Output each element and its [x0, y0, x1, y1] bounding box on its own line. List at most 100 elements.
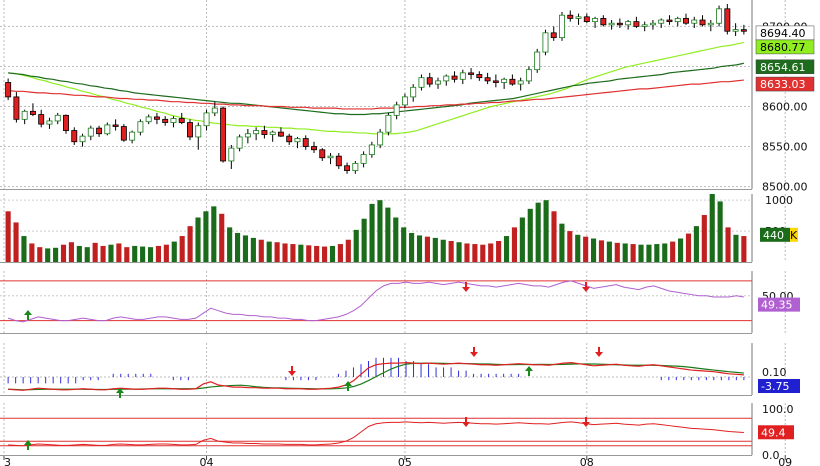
- candle-body: [625, 21, 632, 26]
- oscillator-2-last-value: 49.4: [761, 426, 786, 439]
- ma-mid-badge-box: [755, 59, 815, 75]
- ma-mid-badge: 8654.61: [760, 61, 806, 74]
- volume-bar: [5, 211, 11, 262]
- oscillator-2-panel: 100.0 0.0 49.4: [0, 403, 794, 462]
- volume-bar: [519, 217, 525, 262]
- macd-value-badge: -3.75: [758, 379, 800, 393]
- volume-bar: [424, 236, 430, 262]
- volume-bar: [211, 206, 217, 262]
- macd-axis-ticks: 0.10: [762, 366, 787, 379]
- candle-body: [344, 165, 351, 171]
- price-grid: [0, 0, 786, 189]
- volume-bar: [76, 245, 82, 262]
- sell-signal-arrow: [288, 366, 296, 376]
- candle-body: [302, 138, 309, 147]
- volume-bar: [171, 241, 177, 262]
- oscillator-2-lines: [8, 421, 744, 447]
- ma-fast-badge: 8680.77: [760, 41, 806, 54]
- buy-signal-arrow: [24, 310, 32, 320]
- candle-body: [426, 77, 433, 85]
- volume-bar: [227, 227, 233, 262]
- candle-body: [319, 149, 326, 159]
- volume-bar: [385, 207, 391, 262]
- volume-bar: [606, 241, 612, 262]
- volume-bar: [551, 211, 557, 262]
- candle-body: [575, 16, 582, 19]
- volume-tick-label: 1000: [765, 194, 793, 207]
- volume-bar: [543, 200, 549, 262]
- volume-bar: [496, 240, 502, 262]
- oscillator-2-tick-label: 0.0: [762, 449, 780, 462]
- macd-lines: [7, 357, 745, 391]
- volume-bar: [393, 217, 399, 262]
- volume-bar: [353, 229, 359, 262]
- arrow-head: [344, 381, 352, 386]
- candle-body: [468, 72, 475, 75]
- volume-bar: [598, 240, 605, 262]
- volume-bar: [290, 244, 296, 262]
- candle-body: [46, 120, 53, 125]
- candle-body: [294, 138, 301, 143]
- volume-bar: [124, 247, 130, 262]
- candle-body: [649, 22, 656, 26]
- x-tick-label: 3: [4, 456, 11, 466]
- candle-body: [112, 124, 119, 127]
- volume-last-value-suffix: K: [790, 229, 798, 242]
- volume-bar: [108, 244, 114, 262]
- candle-body: [641, 24, 648, 27]
- candle-body: [418, 77, 425, 88]
- candle-body: [377, 131, 384, 146]
- oscillator-1-panel: 50.00 49.35: [0, 271, 800, 333]
- volume-bar: [464, 243, 470, 262]
- buy-signal-arrow: [344, 381, 352, 391]
- oscillator-2-badge-box: [758, 425, 794, 440]
- volume-bar: [416, 235, 423, 262]
- volume-bar: [329, 245, 336, 262]
- sell-signal-arrow: [462, 282, 470, 292]
- candle-body: [236, 136, 243, 149]
- volume-bar: [274, 242, 280, 262]
- candle-body: [195, 125, 202, 138]
- macd-badge-box: [758, 379, 800, 393]
- candle-body: [335, 155, 342, 167]
- candle-body: [104, 124, 111, 135]
- volume-bar: [614, 242, 620, 262]
- volume-badge-suffix-box: [790, 227, 798, 242]
- candle-body: [443, 75, 450, 82]
- arrow-head: [595, 352, 603, 357]
- candle-body: [567, 14, 574, 19]
- oscillator-2-line: [8, 421, 744, 447]
- oscillator-1-last-value: 49.35: [761, 299, 793, 312]
- macd-tick-label: 0.10: [762, 366, 787, 379]
- buy-signal-arrow: [525, 366, 533, 376]
- price-moving-averages: [8, 41, 744, 135]
- candle-body: [451, 75, 458, 80]
- candle-body: [368, 144, 375, 155]
- x-tick-label: 05: [398, 456, 412, 466]
- candle-body: [484, 77, 491, 82]
- oscillator-1-line: [7, 280, 744, 323]
- candle-body: [674, 18, 681, 23]
- volume-bar: [45, 248, 51, 262]
- volume-bar: [187, 226, 193, 262]
- volume-bar: [480, 244, 486, 262]
- candle-body: [707, 22, 714, 26]
- candle-body: [583, 16, 590, 23]
- moving-average-line: [8, 62, 744, 116]
- candle-body: [187, 122, 193, 138]
- candle-body: [269, 131, 276, 135]
- volume-bar: [401, 227, 407, 262]
- oscillator-1-lines: [7, 280, 744, 323]
- volume-bar: [456, 242, 462, 262]
- candle-body: [732, 29, 739, 32]
- price-candles: [5, 4, 747, 174]
- candle-body: [170, 118, 177, 123]
- volume-bar: [511, 227, 518, 262]
- candle-body: [203, 112, 210, 127]
- volume-bar: [662, 243, 668, 262]
- candle-body: [63, 114, 69, 131]
- candle-body: [699, 19, 706, 26]
